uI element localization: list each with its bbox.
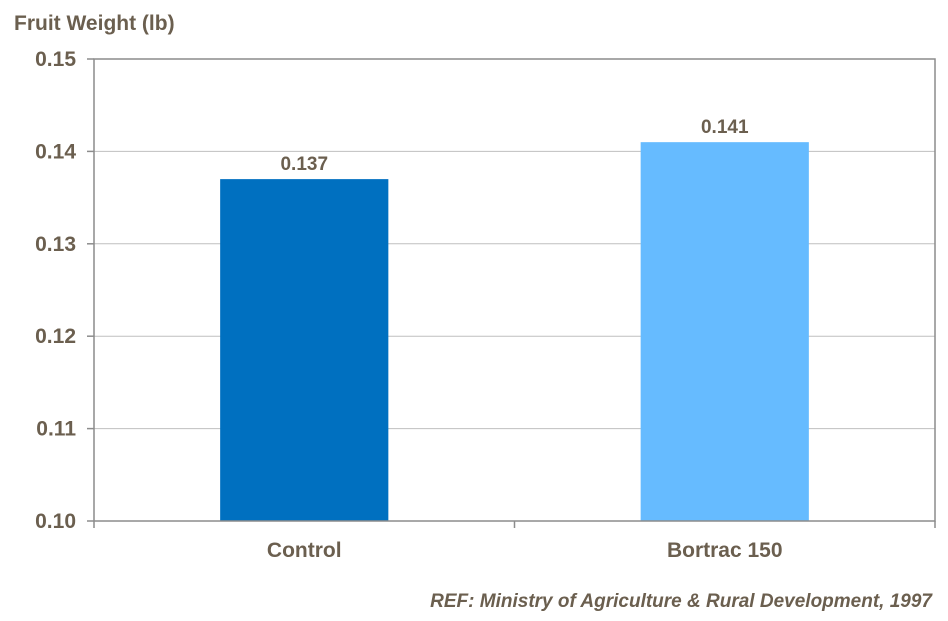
y-tick-label: 0.13 xyxy=(35,233,76,256)
y-tick-label: 0.11 xyxy=(36,418,76,441)
y-tick-label: 0.15 xyxy=(35,48,76,71)
y-axis-title: Fruit Weight (lb) xyxy=(14,12,175,35)
y-tick-label: 0.14 xyxy=(35,140,76,163)
y-tick-label: 0.10 xyxy=(35,510,76,533)
data-label: 0.141 xyxy=(701,117,749,138)
data-label: 0.137 xyxy=(280,154,328,175)
bars xyxy=(220,142,809,521)
x-category-label: Bortrac 150 xyxy=(667,539,783,562)
reference-note: REF: Ministry of Agriculture & Rural Dev… xyxy=(430,591,932,612)
labels: 0.10 0.11 0.12 0.13 0.14 0.15 0.137 Control 0.14… xyxy=(35,48,782,562)
axes xyxy=(87,58,936,528)
bar-bortrac-150 xyxy=(640,142,809,521)
y-tick-label: 0.12 xyxy=(35,325,76,348)
bar-control xyxy=(220,179,389,521)
x-category-label: Control xyxy=(267,539,342,562)
